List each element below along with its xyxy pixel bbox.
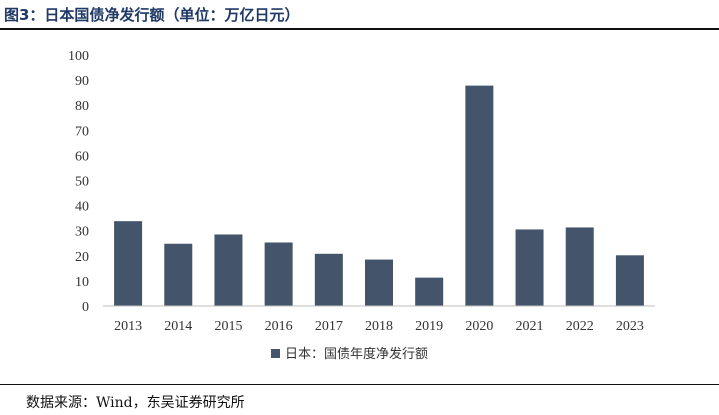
x-tick-label: 2020 [465,319,493,334]
bar-2019 [415,277,444,306]
legend-swatch [271,349,280,358]
bar-2013 [114,221,143,306]
x-tick-label: 2019 [415,319,443,334]
x-tick-label: 2016 [265,319,293,334]
y-tick-label: 30 [75,225,89,240]
y-tick-label: 70 [75,124,89,139]
bars [114,85,644,306]
bar-2018 [365,259,393,306]
x-tick-label: 2021 [516,319,544,334]
legend: 日本：国债年度净发行额 [271,346,428,362]
bar-2021 [515,229,544,306]
bar-2022 [565,227,594,306]
y-tick-label: 60 [75,149,89,164]
source-note: 数据来源：Wind，东吴证券研究所 [26,395,245,411]
x-axis-ticks: 2013 2014 2015 2016 2017 2018 2019 2020 2021 2022… [114,319,644,334]
bar-2016 [264,242,293,306]
bar-2020 [465,85,494,306]
x-tick-label: 2017 [315,319,343,334]
x-tick-label: 2018 [365,319,393,334]
x-tick-label: 2013 [114,319,142,334]
y-tick-label: 100 [68,49,89,64]
y-axis-ticks: 0 10 20 30 40 50 60 70 80 90 100 [68,49,89,315]
bar-2014 [164,243,193,306]
bar-2017 [314,253,343,306]
legend-label: 日本：国债年度净发行额 [285,346,428,362]
bar-2015 [214,234,243,306]
y-tick-label: 90 [75,74,89,89]
bottom-rule [0,384,719,385]
y-tick-label: 0 [82,300,89,315]
top-rule [0,28,719,30]
y-tick-label: 80 [75,99,89,114]
bar-2023 [615,255,644,306]
y-tick-label: 10 [75,275,89,290]
x-tick-label: 2022 [566,319,594,334]
y-tick-label: 40 [75,200,89,215]
y-tick-label: 50 [75,175,89,190]
y-tick-label: 20 [75,250,89,265]
x-tick-label: 2015 [214,319,242,334]
x-tick-label: 2014 [164,319,192,334]
x-tick-label: 2023 [616,319,644,334]
figure-title: 图3：日本国债净发行额（单位：万亿日元） [4,6,300,24]
